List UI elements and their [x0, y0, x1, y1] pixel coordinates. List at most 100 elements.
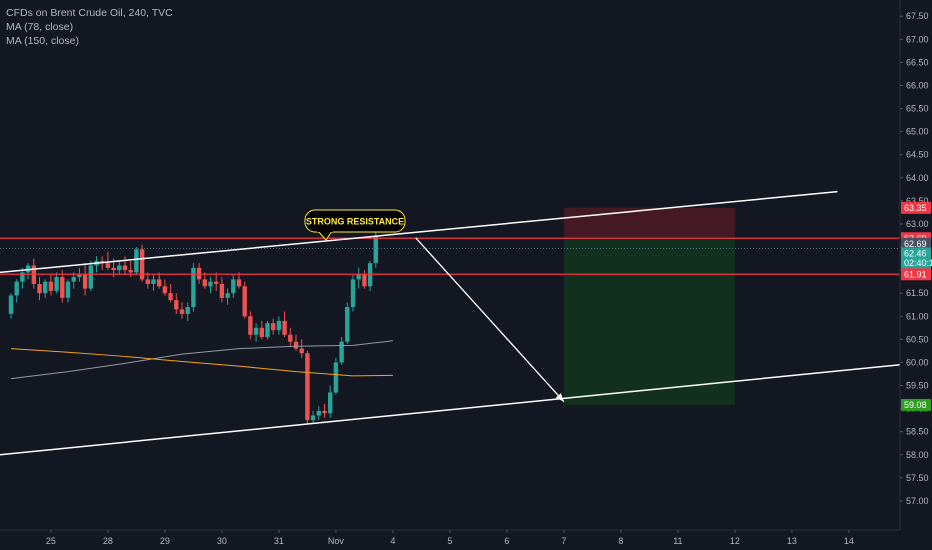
candle-body: [231, 279, 236, 294]
candle-body: [214, 281, 219, 284]
price-tag-bg: [901, 237, 931, 250]
candle-body: [265, 323, 270, 338]
time-axis-bg: [0, 530, 932, 550]
price-tick-label: 58.50: [906, 427, 929, 437]
stop-loss-zone: [563, 207, 735, 239]
candle-body: [128, 270, 133, 273]
candle-body: [117, 265, 122, 271]
price-tick-label: 59.50: [906, 381, 929, 391]
candle-body: [174, 300, 179, 310]
candle-body: [356, 274, 361, 280]
projection-arrow-head: [555, 393, 564, 402]
candle-body: [322, 410, 327, 414]
time-tick-label: 8: [618, 536, 623, 546]
time-tick-label: 7: [561, 536, 566, 546]
price-tick-label: 63.50: [906, 196, 929, 206]
time-tick-label: 29: [160, 536, 170, 546]
price-tick-label: 66.50: [906, 57, 929, 67]
price-tag-bg: [901, 247, 931, 260]
candle-body: [77, 274, 82, 278]
candle-body: [253, 327, 259, 335]
candle-body: [196, 267, 202, 280]
price-tick-label: 65.50: [906, 104, 929, 114]
candle-body: [225, 293, 230, 298]
candle-body: [219, 283, 225, 298]
callout-pointer-mask: [317, 229, 333, 232]
moving-averages-layer: [10, 340, 393, 380]
candle-body: [168, 293, 173, 301]
candle-body: [345, 307, 350, 342]
callout-text: STRONG RESISTANCE: [306, 217, 404, 227]
candle-body: [71, 277, 76, 282]
candle-body: [43, 281, 48, 294]
candle-body: [105, 263, 111, 268]
candle-body: [48, 281, 54, 291]
take-profit-zone: [563, 238, 735, 405]
candle-body: [202, 279, 207, 287]
candle-body: [236, 279, 242, 287]
candle-body: [122, 265, 128, 271]
candle-body: [157, 279, 162, 287]
price-tag-label: 63.35: [904, 203, 927, 213]
candle-body: [305, 353, 310, 421]
price-tick-label: 66.00: [906, 80, 929, 90]
candle-body: [282, 320, 287, 335]
price-tag-label: 59.08: [904, 400, 927, 410]
candle-body: [145, 279, 150, 284]
price-tick-label: 64.50: [906, 150, 929, 160]
candle-body: [8, 295, 14, 314]
symbol-title[interactable]: CFDs on Brent Crude Oil, 240, TVC: [6, 7, 173, 19]
candle-body: [82, 274, 88, 289]
candle-body: [139, 249, 145, 280]
time-tick-label: Nov: [328, 536, 345, 546]
candle-body: [60, 277, 65, 298]
price-tick-label: 67.50: [906, 11, 929, 21]
price-tick-label: 61.00: [906, 311, 929, 321]
time-tick-label: 12: [730, 536, 740, 546]
resistance-callout[interactable]: STRONG RESISTANCE: [304, 209, 406, 241]
candle-body: [179, 309, 185, 314]
time-tick-label: 4: [390, 536, 395, 546]
candle-body: [316, 410, 321, 416]
price-tick-label: 57.50: [906, 473, 929, 483]
price-tag-bg: [901, 398, 931, 411]
price-tag-bg: [901, 268, 931, 281]
ma150-legend[interactable]: MA (150, close): [6, 35, 79, 47]
ma78-line: [10, 340, 393, 380]
candle-body: [65, 281, 71, 298]
price-tag-label: 61.91: [904, 269, 927, 279]
price-tick-label: 63.00: [906, 219, 929, 229]
price-tick-label: 67.00: [906, 34, 929, 44]
drawing-lines-layer: [0, 190, 901, 456]
candle-body: [373, 235, 378, 264]
ma78-legend[interactable]: MA (78, close): [6, 21, 74, 33]
time-tick-label: 31: [274, 536, 284, 546]
time-tick-label: 25: [46, 536, 56, 546]
time-tick-label: 30: [217, 536, 227, 546]
price-tag-label: 62.69: [904, 239, 927, 249]
projection-arrow-line: [415, 237, 565, 403]
chart-legend: CFDs on Brent Crude Oil, 240, TVC MA (78…: [6, 6, 173, 48]
time-axis[interactable]: 25 28 29 30 31 Nov 4 5 6 7 8 11 12 13 14: [0, 529, 932, 550]
candle-body: [88, 265, 93, 289]
callout-box: [304, 209, 406, 233]
candle-body: [248, 316, 253, 335]
candle-body: [185, 307, 190, 314]
time-tick-label: 13: [787, 536, 797, 546]
price-tick-label: 64.00: [906, 173, 929, 183]
candle-body: [350, 279, 356, 308]
candle-body: [299, 348, 304, 354]
time-tick-label: 14: [844, 536, 854, 546]
price-tag-bg: [901, 256, 931, 269]
time-tick-label: 11: [673, 536, 682, 546]
candle-body: [111, 267, 116, 271]
candle-body: [259, 327, 264, 338]
candle-body: [54, 277, 59, 291]
candle-body: [328, 392, 333, 414]
candle-body: [162, 286, 168, 294]
candle-body: [288, 334, 293, 342]
position-zones: [563, 207, 735, 405]
